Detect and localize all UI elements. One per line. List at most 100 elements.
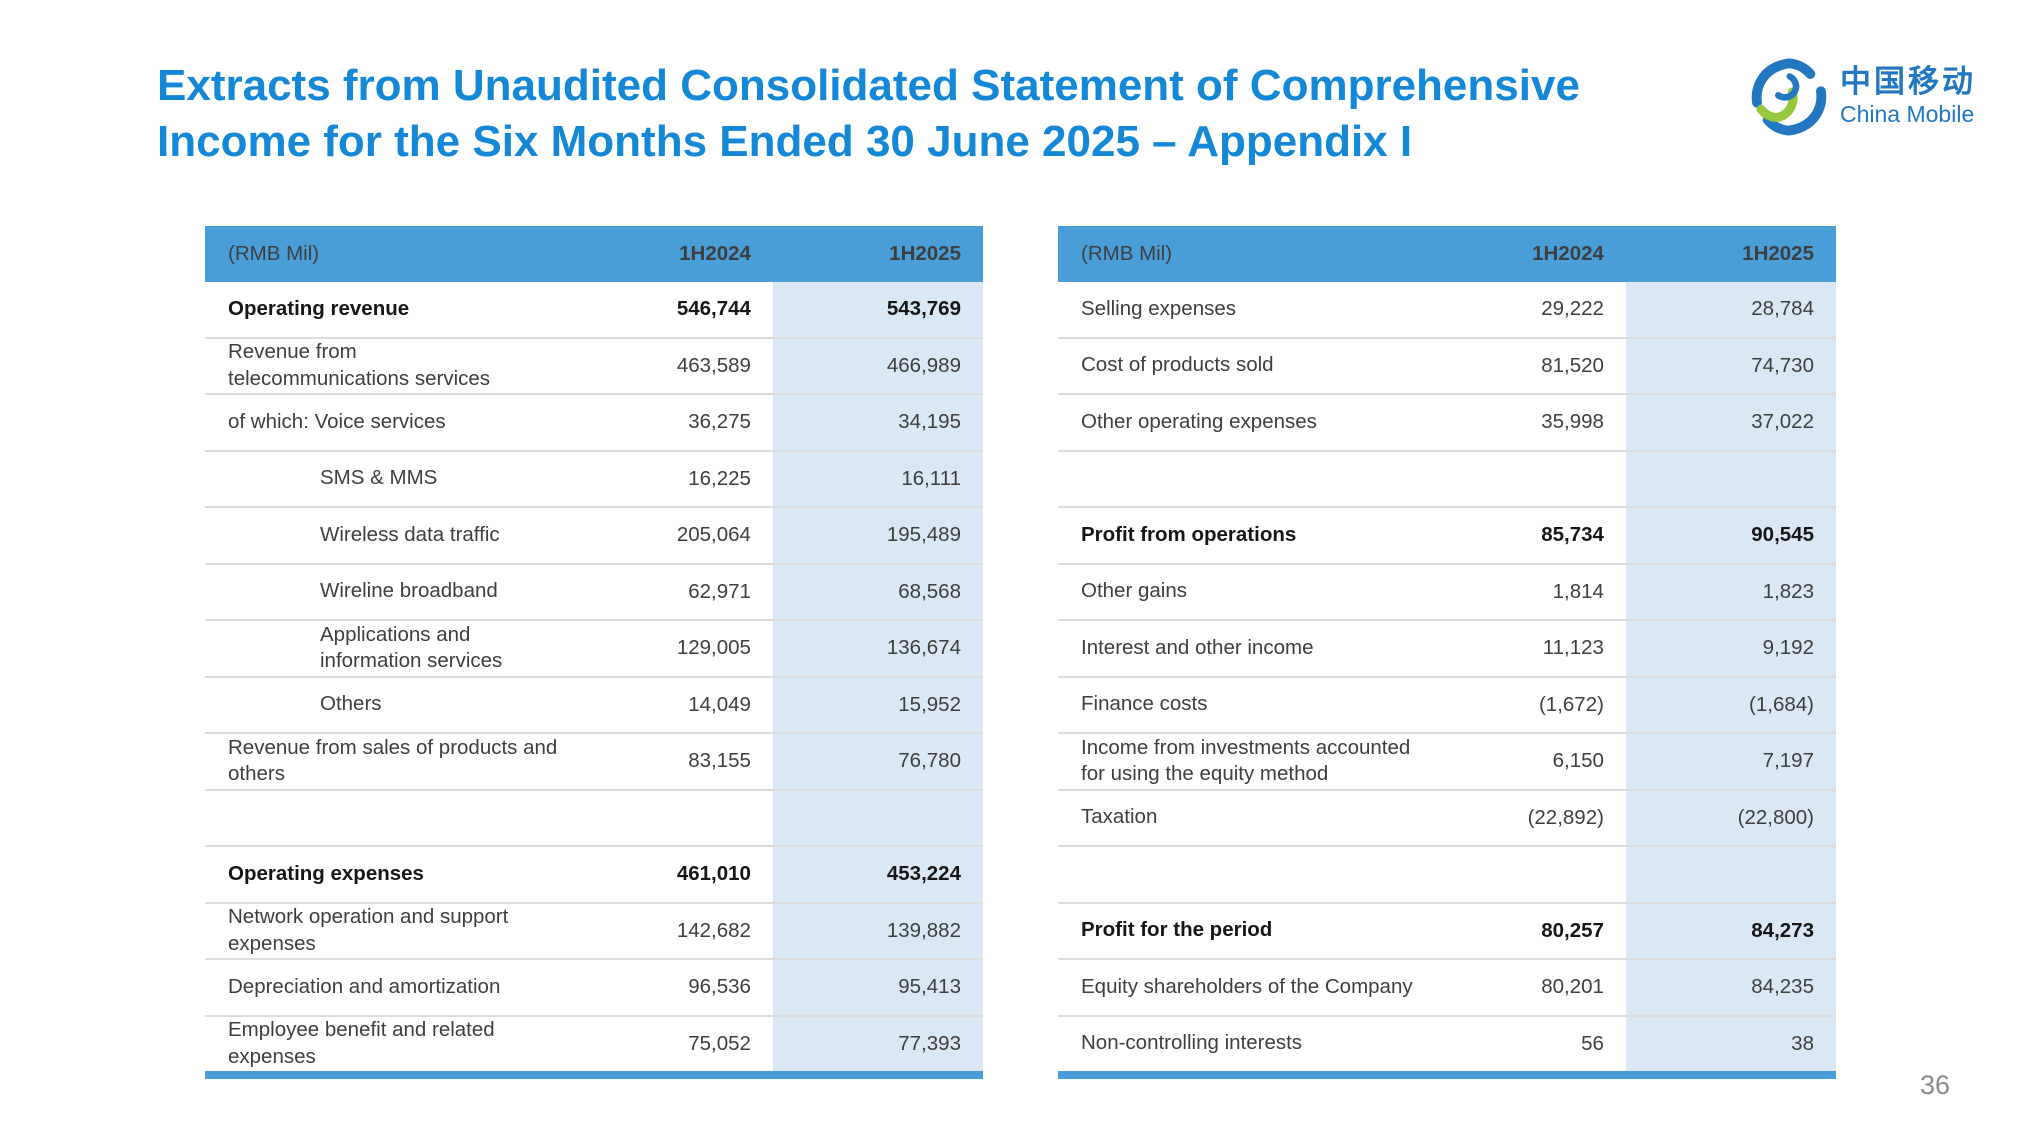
- table-row: of which: Voice services 36,275 34,195: [205, 393, 983, 450]
- value-1h2025: 543,769: [772, 282, 983, 337]
- value-1h2025: 7,197: [1625, 734, 1836, 789]
- value-1h2024: 81,520: [1541, 353, 1604, 377]
- column-header-1h2025: 1H2025: [1742, 242, 1814, 265]
- row-label: Finance costs: [1081, 692, 1208, 716]
- table-row: Depreciation and amortization 96,536 95,41…: [205, 958, 983, 1015]
- value-1h2024: 29,222: [1541, 297, 1604, 321]
- table-row: Operating expenses 461,010 453,224: [205, 845, 983, 902]
- table-row: Applications and information services 129…: [205, 619, 983, 676]
- value-1h2025: 68,568: [772, 564, 983, 619]
- value-1h2024: 14,049: [688, 692, 751, 716]
- table-row: Equity shareholders of the Company 80,201…: [1058, 958, 1836, 1015]
- table-body: Selling expenses 29,222 28,784 Cost of prod…: [1058, 282, 1836, 1079]
- table-header: (RMB Mil) 1H2024 1H2025: [205, 226, 983, 282]
- table-row: Profit for the period 80,257 84,273: [1058, 901, 1836, 958]
- table-row: Operating revenue 546,744 543,769: [205, 282, 983, 337]
- value-1h2024: 463,589: [676, 353, 751, 377]
- table-row: Interest and other income 11,123 9,192: [1058, 619, 1836, 676]
- table-row: Revenue from telecommunications services…: [205, 336, 983, 393]
- row-label: Non-controlling interests: [1081, 1031, 1303, 1055]
- row-label: Other gains: [1081, 579, 1187, 603]
- row-label: Applications and information services: [320, 622, 503, 673]
- table-row: Other gains 1,814 1,823: [1058, 562, 1836, 619]
- value-1h2025: 136,674: [772, 621, 983, 676]
- table-row: SMS & MMS 16,225 16,111: [205, 449, 983, 506]
- value-1h2024: (1,672): [1538, 692, 1604, 716]
- value-1h2025: (22,800): [1625, 790, 1836, 845]
- value-1h2024: 83,155: [688, 749, 751, 773]
- value-1h2025: 466,989: [772, 338, 983, 393]
- value-1h2025: [1625, 451, 1836, 506]
- table-row: Non-controlling interests 56 38: [1058, 1014, 1836, 1071]
- value-1h2024: 80,257: [1541, 918, 1604, 942]
- table-row: Cost of products sold 81,520 74,730: [1058, 336, 1836, 393]
- value-1h2024: 142,682: [676, 918, 751, 942]
- value-1h2025: 84,273: [1625, 903, 1836, 958]
- table-row: Employee benefit and related expenses 75,…: [205, 1014, 983, 1071]
- row-label: Other operating expenses: [1081, 409, 1317, 433]
- row-label: Profit from operations: [1081, 522, 1297, 546]
- value-1h2025: 90,545: [1625, 508, 1836, 563]
- row-label: Taxation: [1081, 805, 1158, 829]
- table-row-empty: [1058, 845, 1836, 902]
- value-1h2025: 37,022: [1625, 395, 1836, 450]
- value-1h2024: 461,010: [676, 862, 751, 886]
- value-1h2024: 1,814: [1552, 579, 1604, 603]
- value-1h2025: 453,224: [772, 847, 983, 902]
- table-row: Taxation (22,892) (22,800): [1058, 788, 1836, 845]
- logo-text: 中国移动 China Mobile: [1840, 63, 1976, 129]
- value-1h2024: (22,892): [1527, 805, 1604, 829]
- row-label: Wireline broadband: [320, 579, 498, 603]
- value-1h2024: 11,123: [1542, 636, 1604, 660]
- table-row: Others 14,049 15,952: [205, 675, 983, 732]
- value-1h2024: 35,998: [1541, 410, 1604, 434]
- value-1h2024: 62,971: [688, 579, 751, 603]
- table-row: Other operating expenses 35,998 37,022: [1058, 393, 1836, 450]
- column-header-1h2024: 1H2024: [1532, 242, 1604, 265]
- value-1h2025: (1,684): [1625, 677, 1836, 732]
- value-1h2024: [594, 791, 773, 846]
- row-label: Others: [320, 692, 382, 716]
- value-1h2025: 77,393: [772, 1016, 983, 1071]
- value-1h2024: 96,536: [688, 975, 751, 999]
- logo-chinese-name: 中国移动: [1840, 63, 1976, 99]
- value-1h2025: 1,823: [1625, 564, 1836, 619]
- row-label: Income from investments accounted for us…: [1081, 735, 1411, 786]
- china-mobile-logo: 中国移动 China Mobile: [1748, 56, 1976, 138]
- value-1h2024: [1447, 452, 1626, 507]
- row-label: Wireless data traffic: [320, 522, 500, 546]
- row-label: Cost of products sold: [1081, 353, 1274, 377]
- column-header-1h2025: 1H2025: [889, 242, 961, 265]
- income-statement-table-left: (RMB Mil) 1H2024 1H2025 Operating revenu…: [205, 226, 983, 1079]
- row-label: Revenue from telecommunications services: [228, 340, 491, 390]
- value-1h2024: 546,744: [676, 297, 751, 321]
- row-label: Selling expenses: [1081, 296, 1236, 320]
- income-statement-table-right: (RMB Mil) 1H2024 1H2025 Selling expenses…: [1058, 226, 1836, 1079]
- table-body: Operating revenue 546,744 543,769 Revenue f…: [205, 282, 983, 1079]
- table-row: Profit from operations 85,734 90,545: [1058, 506, 1836, 563]
- row-label: Operating expenses: [228, 861, 424, 885]
- value-1h2025: 195,489: [772, 508, 983, 563]
- value-1h2024: 56: [1581, 1031, 1604, 1055]
- value-1h2025: 15,952: [772, 677, 983, 732]
- value-1h2025: 95,413: [772, 960, 983, 1015]
- row-label: Employee benefit and related expenses: [228, 1018, 495, 1068]
- value-1h2025: 28,784: [1625, 282, 1836, 337]
- row-label: [205, 791, 594, 846]
- column-header-1h2024: 1H2024: [679, 242, 751, 265]
- value-1h2024: [1447, 847, 1626, 902]
- logo-english-name: China Mobile: [1840, 101, 1975, 128]
- row-label: [1058, 452, 1447, 507]
- value-1h2024: 36,275: [688, 410, 751, 434]
- value-1h2025: 16,111: [772, 451, 983, 506]
- table-row: Selling expenses 29,222 28,784: [1058, 282, 1836, 337]
- value-1h2024: 85,734: [1541, 523, 1604, 547]
- row-label: [1058, 847, 1447, 902]
- value-1h2025: 76,780: [772, 734, 983, 789]
- row-label: Depreciation and amortization: [228, 974, 501, 998]
- page-number: 36: [1920, 1070, 1951, 1100]
- page-title: Extracts from Unaudited Consolidated Sta…: [157, 61, 1580, 166]
- value-1h2025: 74,730: [1625, 338, 1836, 393]
- value-1h2024: 16,225: [688, 466, 751, 490]
